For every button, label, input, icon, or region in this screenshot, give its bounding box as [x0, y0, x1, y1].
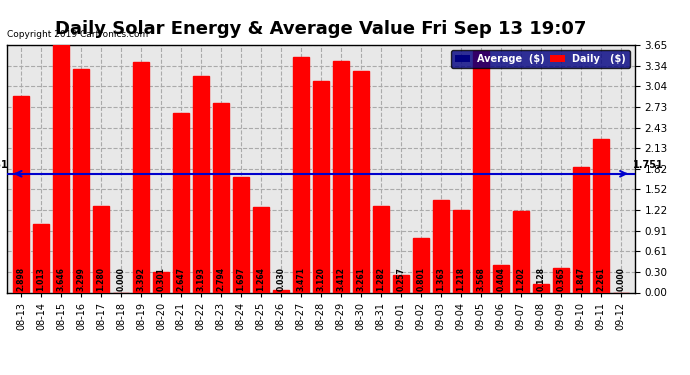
Text: 1.751: 1.751	[0, 160, 9, 170]
Bar	[253, 207, 269, 292]
Bar	[93, 206, 109, 292]
Bar	[153, 272, 169, 292]
Text: 1.218: 1.218	[456, 267, 465, 291]
Text: 0.301: 0.301	[157, 267, 166, 291]
Bar	[53, 45, 69, 292]
Bar	[513, 211, 529, 292]
Text: 3.193: 3.193	[197, 267, 206, 291]
Bar	[533, 284, 549, 292]
Bar	[193, 76, 209, 292]
Bar	[413, 238, 428, 292]
Bar	[353, 71, 369, 292]
Bar	[233, 177, 249, 292]
Text: 2.261: 2.261	[596, 267, 605, 291]
Bar	[133, 63, 149, 292]
Bar	[33, 224, 49, 292]
Text: 1.363: 1.363	[436, 267, 445, 291]
Text: 1.013: 1.013	[37, 267, 46, 291]
Text: 1.697: 1.697	[237, 267, 246, 291]
Text: 0.128: 0.128	[536, 267, 545, 291]
Bar	[493, 265, 509, 292]
Text: 3.261: 3.261	[356, 267, 365, 291]
Bar	[273, 291, 289, 292]
Bar	[433, 200, 448, 292]
Text: 3.646: 3.646	[57, 267, 66, 291]
Text: 3.299: 3.299	[77, 267, 86, 291]
Text: 3.120: 3.120	[316, 267, 326, 291]
Bar	[173, 113, 189, 292]
Bar	[453, 210, 469, 292]
Text: 2.794: 2.794	[217, 267, 226, 291]
Text: 1.751: 1.751	[633, 160, 664, 170]
Text: 0.000: 0.000	[117, 267, 126, 291]
Bar	[13, 96, 29, 292]
Bar	[373, 206, 389, 292]
Text: 2.898: 2.898	[17, 267, 26, 291]
Text: 0.365: 0.365	[556, 267, 565, 291]
Text: Copyright 2019 Cartronics.com: Copyright 2019 Cartronics.com	[7, 30, 148, 39]
Text: 0.404: 0.404	[496, 267, 505, 291]
Legend: Average  ($), Daily   ($): Average ($), Daily ($)	[451, 50, 630, 68]
Bar	[313, 81, 329, 292]
Text: 1.202: 1.202	[516, 267, 525, 291]
Text: 0.000: 0.000	[616, 267, 625, 291]
Text: 3.471: 3.471	[296, 267, 306, 291]
Bar	[293, 57, 309, 292]
Bar	[333, 61, 349, 292]
Text: 1.847: 1.847	[576, 267, 585, 291]
Title: Daily Solar Energy & Average Value Fri Sep 13 19:07: Daily Solar Energy & Average Value Fri S…	[55, 20, 587, 38]
Text: 3.392: 3.392	[137, 267, 146, 291]
Text: 3.412: 3.412	[336, 267, 346, 291]
Text: 1.280: 1.280	[97, 267, 106, 291]
Bar	[73, 69, 89, 292]
Bar	[473, 51, 489, 292]
Text: 0.257: 0.257	[396, 267, 405, 291]
Text: 1.264: 1.264	[257, 267, 266, 291]
Text: 2.647: 2.647	[177, 267, 186, 291]
Text: 0.030: 0.030	[277, 267, 286, 291]
Bar	[553, 268, 569, 292]
Text: 1.282: 1.282	[376, 267, 385, 291]
Bar	[573, 167, 589, 292]
Text: 3.568: 3.568	[476, 267, 485, 291]
Text: 0.801: 0.801	[416, 267, 425, 291]
Bar	[593, 139, 609, 292]
Bar	[393, 275, 409, 292]
Bar	[213, 103, 229, 292]
